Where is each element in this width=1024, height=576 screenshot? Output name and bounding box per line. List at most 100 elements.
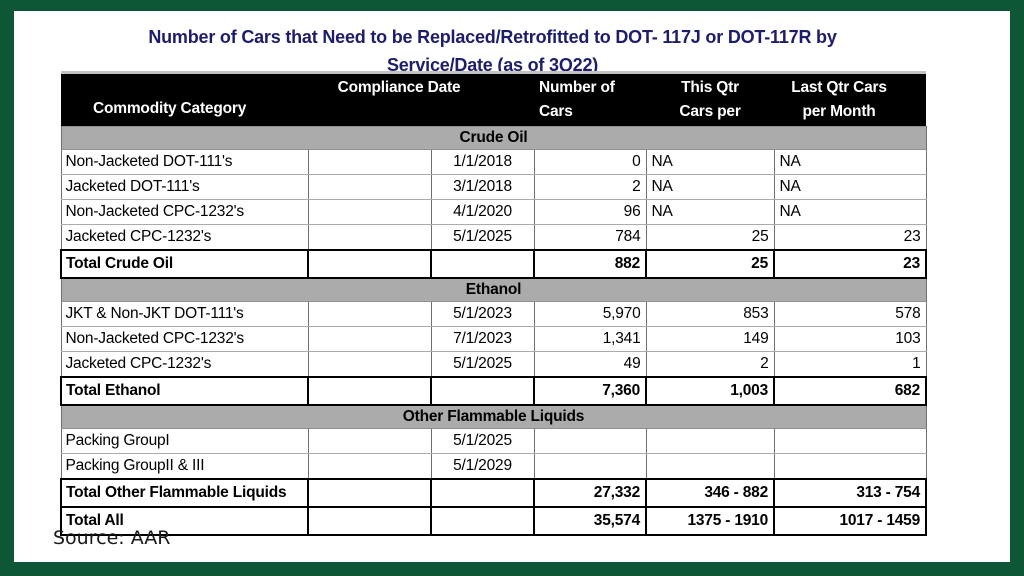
cell-last-qtr-cars: 23 bbox=[773, 224, 927, 251]
section-label: Other Flammable Liquids bbox=[60, 404, 927, 429]
data-row: Non-Jacketed CPC-1232's 4/1/2020 96 NA NA bbox=[60, 199, 927, 225]
cell-compliance-date: 5/1/2025 bbox=[430, 351, 535, 378]
data-row: Non-Jacketed CPC-1232's 7/1/2023 1,341 149 1… bbox=[60, 326, 927, 352]
cell-commodity-category: Non-Jacketed CPC-1232's bbox=[60, 199, 309, 225]
col-header-compliance-date: Compliance Date bbox=[308, 72, 535, 127]
cell-last-qtr-cars bbox=[773, 428, 927, 454]
cell-spacer bbox=[307, 478, 432, 508]
cell-spacer bbox=[307, 453, 432, 480]
cell-number-of-cars: 1,341 bbox=[533, 326, 647, 352]
cell-number-of-cars: 96 bbox=[533, 199, 647, 225]
cell-number-of-cars: 784 bbox=[533, 224, 647, 251]
cars-table: Commodity Category Compliance Date Numbe… bbox=[60, 71, 928, 536]
col-header-commodity-category: Commodity Category bbox=[61, 72, 308, 127]
cell-number-of-cars: 882 bbox=[533, 249, 648, 279]
cell-commodity-category: Packing GroupII & III bbox=[60, 453, 309, 480]
data-row: Non-Jacketed DOT-111's 1/1/2018 0 NA NA bbox=[60, 149, 927, 175]
cell-spacer bbox=[307, 149, 432, 175]
cell-this-qtr-cars: 1,003 bbox=[645, 376, 776, 406]
cell-commodity-category: JKT & Non-JKT DOT-111's bbox=[60, 301, 309, 327]
cell-compliance-date: 7/1/2023 bbox=[430, 326, 535, 352]
cell-number-of-cars: 27,332 bbox=[533, 478, 648, 508]
header-row: Commodity Category Compliance Date Numbe… bbox=[61, 72, 927, 127]
cell-compliance-date: 3/1/2018 bbox=[430, 174, 535, 200]
cell-number-of-cars: 7,360 bbox=[533, 376, 648, 406]
section-band-row: Ethanol bbox=[60, 277, 927, 302]
table-title-line1: Number of Cars that Need to be Replaced/… bbox=[148, 27, 837, 47]
cell-this-qtr-cars bbox=[645, 453, 775, 480]
cell-last-qtr-cars: 1 bbox=[773, 351, 927, 378]
cell-commodity-category: Packing GroupI bbox=[60, 428, 309, 454]
data-row: Jacketed CPC-1232's 5/1/2025 784 25 23 bbox=[60, 224, 927, 251]
section-label: Ethanol bbox=[60, 277, 927, 302]
cell-this-qtr-cars: NA bbox=[645, 199, 775, 225]
cell-this-qtr-cars: 25 bbox=[645, 249, 776, 279]
cell-number-of-cars bbox=[533, 453, 647, 480]
cell-spacer bbox=[307, 249, 432, 279]
cell-compliance-date bbox=[429, 478, 536, 508]
cell-this-qtr-cars: 853 bbox=[645, 301, 775, 327]
table-title-line2: Service/Date (as of 3Q22) bbox=[386, 55, 599, 75]
cell-last-qtr-cars: NA bbox=[773, 149, 927, 175]
cell-commodity-category: Jacketed CPC-1232's bbox=[60, 351, 309, 378]
cell-spacer bbox=[307, 199, 432, 225]
data-row: Jacketed CPC-1232's 5/1/2025 49 2 1 bbox=[60, 351, 927, 378]
source-note: Source: AAR bbox=[53, 527, 171, 549]
section-band-row: Crude Oil bbox=[60, 126, 927, 150]
cell-number-of-cars: 0 bbox=[533, 149, 647, 175]
cell-compliance-date: 4/1/2020 bbox=[430, 199, 535, 225]
cell-this-qtr-cars: 1375 - 1910 bbox=[645, 506, 776, 536]
cell-commodity-category: Non-Jacketed CPC-1232's bbox=[60, 326, 309, 352]
cell-compliance-date: 5/1/2029 bbox=[430, 453, 535, 480]
cell-spacer bbox=[307, 301, 432, 327]
cell-this-qtr-cars: 149 bbox=[645, 326, 775, 352]
cell-spacer bbox=[307, 506, 432, 536]
cell-spacer bbox=[307, 174, 432, 200]
cell-spacer bbox=[307, 376, 432, 406]
total-row: Total Other Flammable Liquids 27,332 346 -… bbox=[60, 478, 928, 508]
data-row: JKT & Non-JKT DOT-111's 5/1/2023 5,970 853 5… bbox=[60, 301, 927, 327]
cell-last-qtr-cars: 1017 - 1459 bbox=[773, 506, 928, 536]
cell-last-qtr-cars: 682 bbox=[773, 376, 928, 406]
cell-compliance-date bbox=[429, 506, 536, 536]
data-row: Jacketed DOT-111's 3/1/2018 2 NA NA bbox=[60, 174, 927, 200]
total-row: Total Crude Oil 882 25 23 bbox=[60, 249, 928, 279]
cell-commodity-category: Total All bbox=[60, 506, 309, 536]
cell-this-qtr-cars: NA bbox=[645, 149, 775, 175]
cell-compliance-date: 5/1/2025 bbox=[430, 428, 535, 454]
cell-last-qtr-cars: 23 bbox=[773, 249, 928, 279]
cell-compliance-date bbox=[429, 249, 536, 279]
cell-this-qtr-cars: 25 bbox=[645, 224, 775, 251]
col-header-this-qtr-cars: This Qtr Cars per bbox=[646, 72, 775, 127]
cell-commodity-category: Jacketed CPC-1232's bbox=[60, 224, 309, 251]
cell-compliance-date: 5/1/2025 bbox=[430, 224, 535, 251]
cell-this-qtr-cars: 2 bbox=[645, 351, 775, 378]
section-label: Crude Oil bbox=[60, 126, 927, 150]
cell-spacer bbox=[307, 428, 432, 454]
data-row: Packing GroupI 5/1/2025 bbox=[60, 428, 927, 454]
col-header-number-of-cars: Number of Cars bbox=[534, 72, 647, 127]
cell-this-qtr-cars bbox=[645, 428, 775, 454]
col-header-last-qtr-cars: Last Qtr Cars per Month bbox=[774, 72, 927, 127]
cell-this-qtr-cars: 346 - 882 bbox=[645, 478, 776, 508]
cell-number-of-cars: 49 bbox=[533, 351, 647, 378]
table-body: Crude Oil Non-Jacketed DOT-111's 1/1/2018 0… bbox=[60, 126, 928, 536]
cell-last-qtr-cars: 578 bbox=[773, 301, 927, 327]
cell-compliance-date: 5/1/2023 bbox=[430, 301, 535, 327]
section-band-row: Other Flammable Liquids bbox=[60, 404, 927, 429]
cell-number-of-cars: 5,970 bbox=[533, 301, 647, 327]
cell-last-qtr-cars: NA bbox=[773, 199, 927, 225]
cell-compliance-date: 1/1/2018 bbox=[430, 149, 535, 175]
cell-spacer bbox=[307, 326, 432, 352]
total-row: Total All 35,574 1375 - 1910 1017 - 1459 bbox=[60, 506, 928, 536]
data-row: Packing GroupII & III 5/1/2029 bbox=[60, 453, 927, 480]
cell-last-qtr-cars bbox=[773, 453, 927, 480]
table-title: Number of Cars that Need to be Replaced/… bbox=[60, 23, 925, 79]
cell-spacer bbox=[307, 224, 432, 251]
cell-commodity-category: Total Ethanol bbox=[60, 376, 309, 406]
cell-number-of-cars: 2 bbox=[533, 174, 647, 200]
cell-number-of-cars bbox=[533, 428, 647, 454]
cell-last-qtr-cars: 313 - 754 bbox=[773, 478, 928, 508]
cell-last-qtr-cars: 103 bbox=[773, 326, 927, 352]
